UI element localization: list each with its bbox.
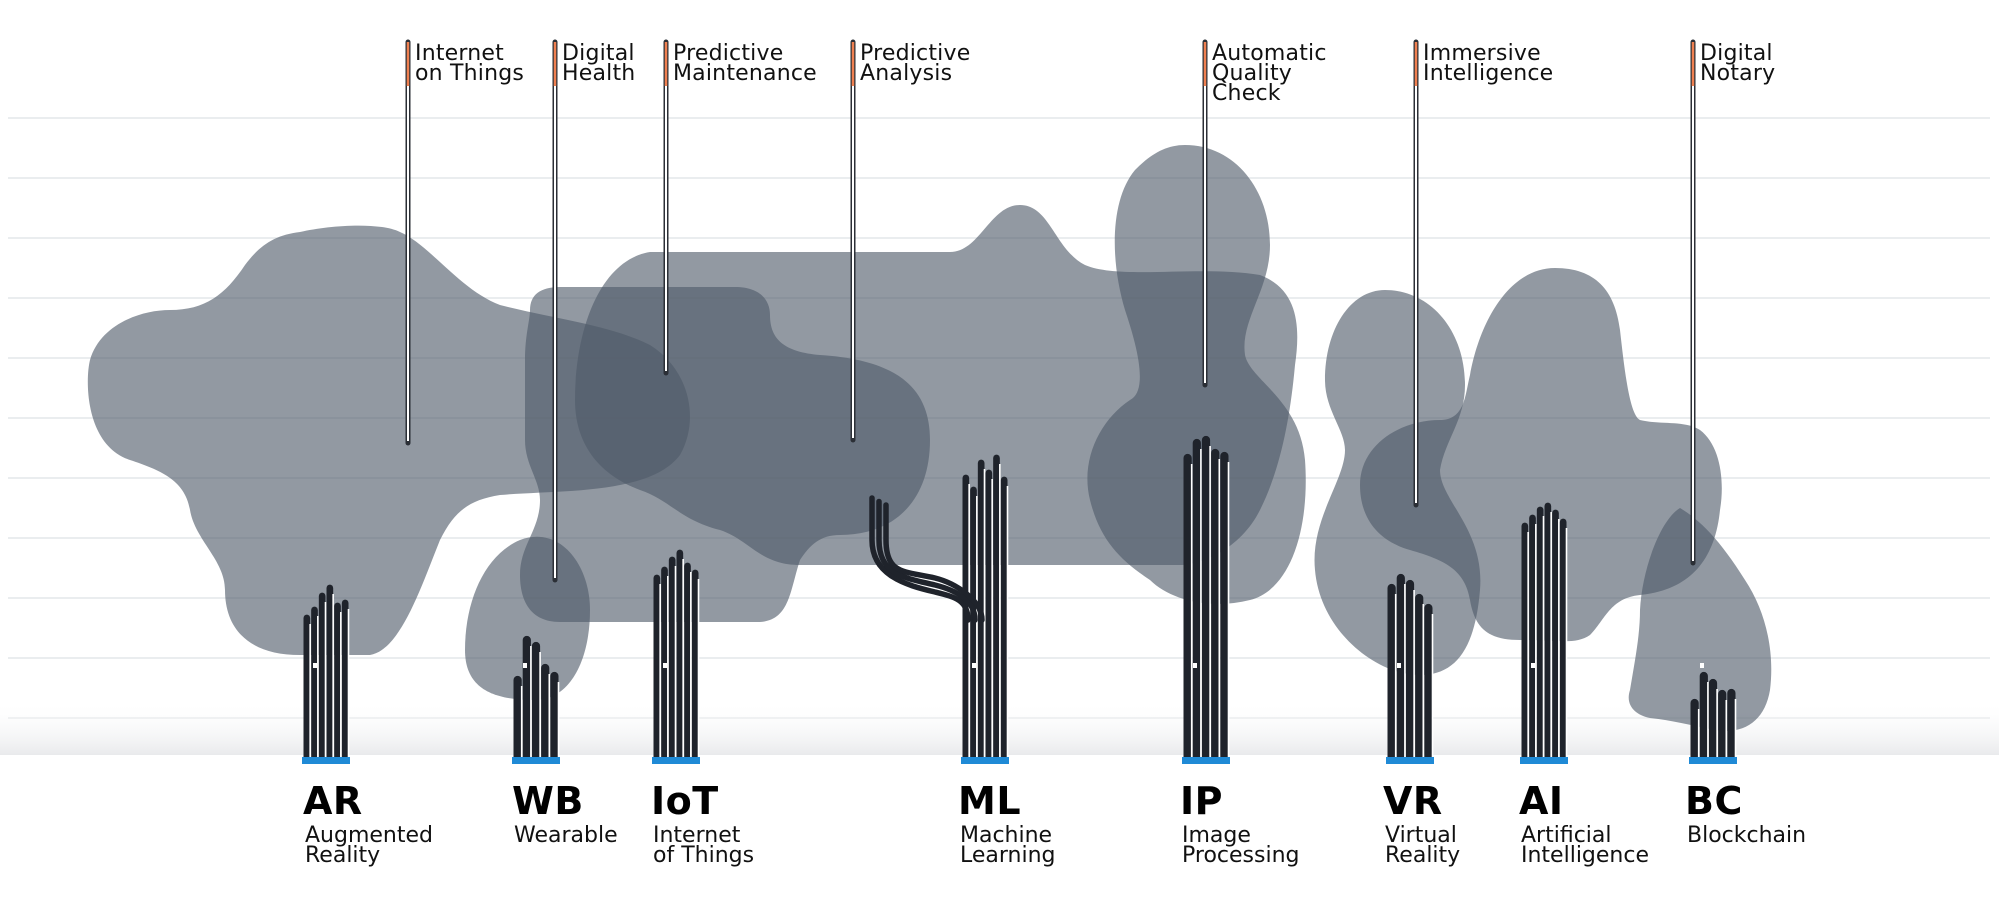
canopy-ip: [1087, 145, 1306, 604]
tech-name-ai: Artificial Intelligence: [1521, 823, 1650, 868]
callout-line: Predictive: [860, 41, 971, 66]
tech-name-line: Internet: [653, 823, 741, 848]
trunk-knot: [1397, 663, 1401, 668]
trunk-ar: [302, 584, 350, 764]
tech-name-line: Blockchain: [1687, 823, 1807, 848]
tech-name-ip: Image Processing: [1182, 823, 1300, 868]
tech-name-iot: Internet of Things: [653, 823, 755, 868]
trunk-knot: [1700, 663, 1704, 668]
callout-digital-notary: Digital Notary: [1700, 41, 1776, 86]
tech-abbr-ai: AI: [1519, 779, 1564, 823]
callout-line: Digital: [562, 41, 635, 66]
tree-trunks: [302, 435, 1737, 764]
tech-name-wb: Wearable: [514, 823, 618, 848]
callout-line: Health: [562, 61, 636, 86]
ml-branch-strand: [876, 498, 978, 623]
callout-line: Notary: [1700, 61, 1776, 86]
canopy-shapes: [87, 145, 1772, 731]
trunk-base: [1182, 757, 1230, 764]
tech-name-line: of Things: [653, 843, 755, 868]
trunk-base: [1386, 757, 1434, 764]
tech-name-line: Augmented: [305, 823, 433, 848]
trunk-ip: [1182, 435, 1230, 764]
canopy-bc: [1628, 508, 1772, 731]
callout-line: Digital: [1700, 41, 1773, 66]
tech-name-ar: Augmented Reality: [305, 823, 433, 868]
callout-line: Predictive: [673, 41, 784, 66]
tech-name-line: Image: [1182, 823, 1251, 848]
tech-abbr-vr: VR: [1383, 779, 1443, 823]
trunk-knot: [663, 663, 667, 668]
trunk-base: [961, 757, 1009, 764]
tech-name-ml: Machine Learning: [960, 823, 1056, 868]
trunk-bc: [1689, 663, 1737, 764]
tech-abbr-wb: WB: [512, 779, 584, 823]
tech-name-line: Intelligence: [1521, 843, 1650, 868]
tech-name-line: Virtual: [1385, 823, 1457, 848]
trunk-base: [1520, 757, 1568, 764]
callout-immersive-intelligence: Immersive Intelligence: [1423, 41, 1554, 86]
tech-abbr-iot: IoT: [651, 779, 719, 823]
trunk-base: [1689, 757, 1737, 764]
callout-line: Maintenance: [673, 61, 817, 86]
trunk-knot: [313, 663, 317, 668]
callout-line: Check: [1212, 81, 1281, 106]
trunk-knot: [523, 663, 527, 668]
tech-abbr-ar: AR: [303, 779, 363, 823]
callout-predictive-analysis: Predictive Analysis: [860, 41, 971, 86]
callout-line: Quality: [1212, 61, 1293, 86]
trunk-knot: [1193, 663, 1197, 668]
trunk-base: [512, 757, 560, 764]
ml-branch: [869, 495, 985, 623]
callout-line: on Things: [415, 61, 525, 86]
trunk-iot: [652, 549, 700, 764]
trunk-base: [302, 757, 350, 764]
callout-digital-health: Digital Health: [562, 41, 636, 86]
tech-name-line: Artificial: [1521, 823, 1612, 848]
callout-line: Immersive: [1423, 41, 1541, 66]
callout-automatic-quality-check: Automatic Quality Check: [1212, 41, 1327, 106]
callout-predictive-maintenance: Predictive Maintenance: [673, 41, 817, 86]
callout-line: Analysis: [860, 61, 953, 86]
tech-name-line: Processing: [1182, 843, 1300, 868]
ml-branch-strand: [869, 495, 971, 623]
tech-abbr-bc: BC: [1685, 779, 1743, 823]
tech-name-line: Reality: [1385, 843, 1461, 868]
trunk-knot: [972, 663, 976, 668]
tech-name-line: Wearable: [514, 823, 618, 848]
callout-leader-lines: [405, 39, 1696, 583]
callout-iot-app: Internet on Things: [415, 41, 525, 86]
tech-name-line: Machine: [960, 823, 1053, 848]
trunk-vr: [1386, 573, 1434, 764]
callout-line: Internet: [415, 41, 504, 66]
callout-line: Automatic: [1212, 41, 1327, 66]
ml-branch-strand: [883, 502, 985, 623]
trunk-wb: [512, 635, 560, 764]
trunk-ai: [1520, 502, 1568, 764]
tech-name-line: Reality: [305, 843, 381, 868]
trunk-base: [652, 757, 700, 764]
tech-name-bc: Blockchain: [1687, 823, 1807, 848]
tech-abbr-ml: ML: [958, 779, 1022, 823]
tech-name-vr: Virtual Reality: [1385, 823, 1461, 868]
tech-name-line: Learning: [960, 843, 1056, 868]
callout-line: Intelligence: [1423, 61, 1554, 86]
trunk-knot: [1531, 663, 1535, 668]
canopy-ai: [1360, 268, 1722, 642]
tech-abbr-ip: IP: [1180, 779, 1223, 823]
